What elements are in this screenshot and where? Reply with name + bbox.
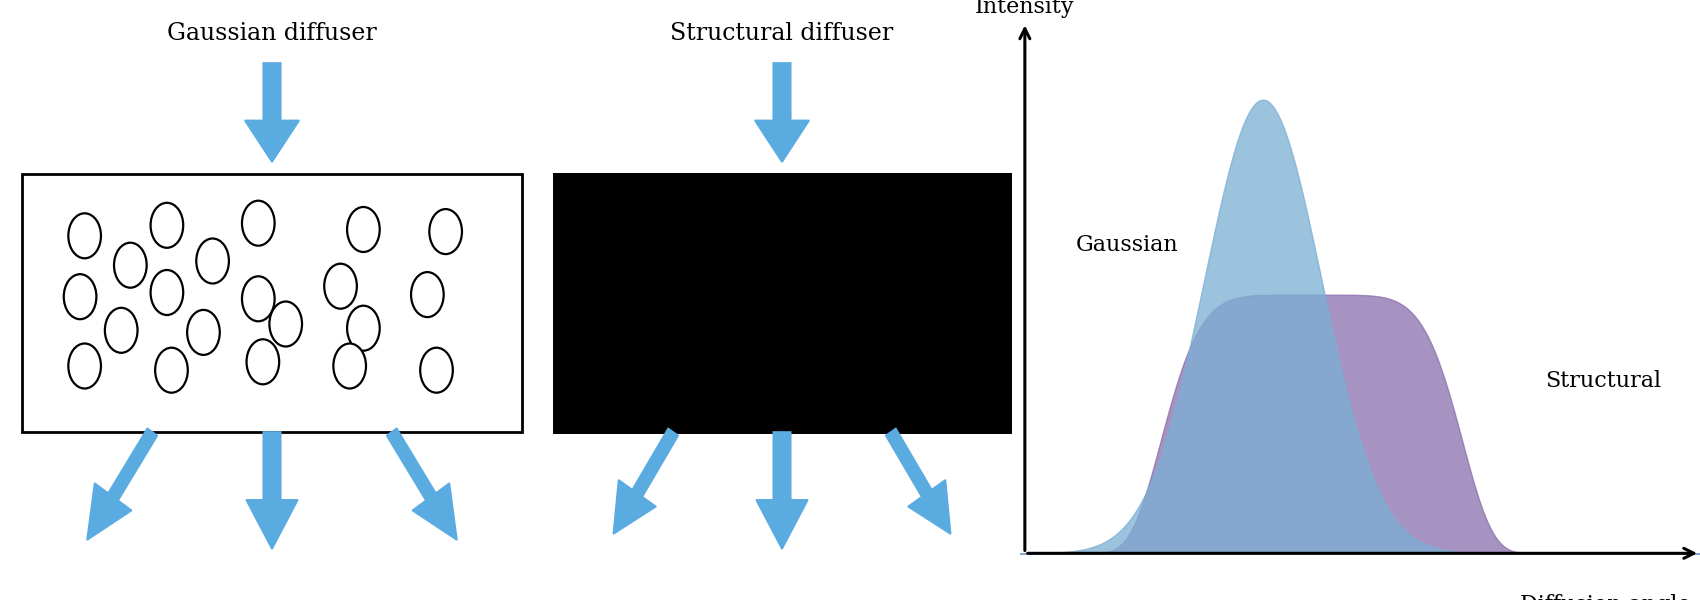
Ellipse shape [325,263,357,308]
Ellipse shape [65,274,97,319]
Ellipse shape [114,242,146,287]
Ellipse shape [241,276,275,322]
Ellipse shape [241,200,275,246]
Ellipse shape [333,343,366,389]
Ellipse shape [187,310,219,355]
Ellipse shape [68,343,100,389]
Bar [554,174,1010,432]
Ellipse shape [105,308,138,353]
Ellipse shape [151,270,184,315]
Ellipse shape [246,339,279,384]
Ellipse shape [430,209,462,254]
Ellipse shape [196,239,230,284]
Text: Intensity: Intensity [976,0,1074,18]
Ellipse shape [155,347,187,392]
Ellipse shape [269,301,303,346]
Text: Diffusion angle: Diffusion angle [1520,594,1690,600]
FancyArrow shape [755,63,809,162]
Ellipse shape [347,306,379,350]
Ellipse shape [420,347,452,392]
FancyArrow shape [246,432,298,549]
FancyArrow shape [886,428,950,534]
Ellipse shape [411,272,444,317]
Ellipse shape [68,213,100,258]
Ellipse shape [151,203,184,248]
FancyArrow shape [87,428,158,540]
FancyArrow shape [386,428,457,540]
Text: Gaussian: Gaussian [1076,234,1178,256]
FancyArrow shape [614,428,678,534]
Bar [22,174,522,432]
Text: Gaussian diffuser: Gaussian diffuser [167,22,377,44]
Text: Structural: Structural [1545,370,1661,392]
FancyArrow shape [245,63,299,162]
Ellipse shape [347,207,379,252]
Bar [554,174,1010,432]
Text: Structural diffuser: Structural diffuser [670,22,894,44]
FancyArrow shape [756,432,808,549]
